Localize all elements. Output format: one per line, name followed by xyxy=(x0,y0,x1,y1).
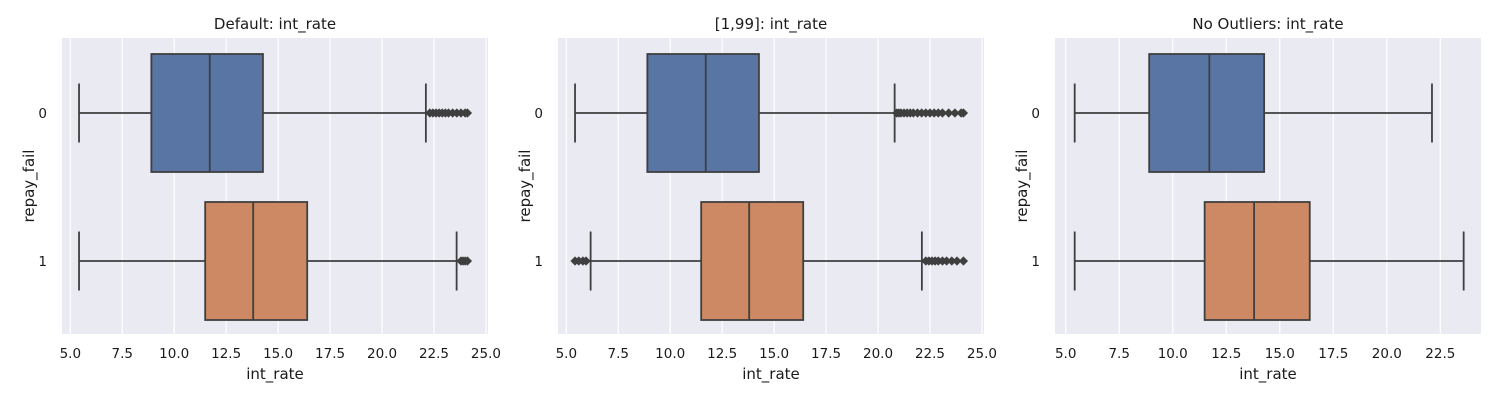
outlier-point xyxy=(952,256,962,266)
x-axis-label: int_rate xyxy=(246,365,304,384)
x-tick-label: 15.0 xyxy=(1265,346,1295,362)
chart-title: No Outliers: int_rate xyxy=(1192,15,1343,34)
x-axis-label: int_rate xyxy=(742,365,800,384)
iqr-box xyxy=(204,201,309,321)
y-axis-label: repay_fail xyxy=(1013,150,1032,223)
x-tick-label: 5.0 xyxy=(1055,346,1076,362)
box-1 xyxy=(570,201,969,321)
box-0 xyxy=(1073,53,1433,173)
x-tick-label: 5.0 xyxy=(60,346,81,362)
y-tick-label: 1 xyxy=(38,254,47,270)
x-tick-label: 25.0 xyxy=(471,346,501,362)
y-tick-label: 0 xyxy=(534,106,543,122)
x-axis-label: int_rate xyxy=(1239,365,1297,384)
outlier-point xyxy=(958,108,969,118)
y-axis-label: repay_fail xyxy=(516,150,535,223)
x-tick-label: 17.5 xyxy=(811,346,841,362)
x-tick-label: 15.0 xyxy=(263,346,293,362)
chart-panel-2: No Outliers: int_rate 5.0 7.5 10.0 12.5 15.0 1… xyxy=(1013,15,1481,384)
x-tick-label: 22.5 xyxy=(419,346,449,362)
outlier-point xyxy=(462,108,473,118)
y-tick-label: 0 xyxy=(38,106,47,122)
y-axis-label: repay_fail xyxy=(20,150,39,223)
x-tick-label: 12.5 xyxy=(1211,346,1241,362)
x-tick-label: 17.5 xyxy=(315,346,345,362)
x-tick-label: 12.5 xyxy=(707,346,737,362)
box-1 xyxy=(78,201,473,321)
chart-title: [1,99]: int_rate xyxy=(715,15,827,34)
x-tick-label: 20.0 xyxy=(1372,346,1402,362)
y-tick-label: 1 xyxy=(534,254,543,270)
box-0 xyxy=(574,53,969,173)
x-tick-label: 25.0 xyxy=(967,346,997,362)
outlier-point xyxy=(958,256,969,266)
x-tick-label: 10.0 xyxy=(1158,346,1188,362)
box-1 xyxy=(1073,201,1465,321)
iqr-box xyxy=(646,53,760,173)
outlier-point xyxy=(462,256,473,266)
x-tick-label: 20.0 xyxy=(863,346,893,362)
x-tick-label: 7.5 xyxy=(608,346,629,362)
outlier-point xyxy=(937,108,948,118)
chart-panel-0: Default: int_rate 5.0 7.5 10.0 12.5 15.0 17.5 2… xyxy=(20,15,501,384)
x-tick-label: 12.5 xyxy=(211,346,241,362)
x-tick-label: 17.5 xyxy=(1318,346,1348,362)
x-tick-label: 10.0 xyxy=(159,346,189,362)
x-tick-label: 20.0 xyxy=(367,346,397,362)
chart-panel-1: [1,99]: int_rate 5.0 7.5 10.0 12.5 15.0 17.5 20… xyxy=(516,15,997,384)
x-tick-label: 22.5 xyxy=(1425,346,1455,362)
y-tick-label: 1 xyxy=(1031,254,1040,270)
x-tick-label: 7.5 xyxy=(112,346,133,362)
x-tick-label: 5.0 xyxy=(556,346,577,362)
box-0 xyxy=(78,53,473,173)
x-tick-label: 15.0 xyxy=(759,346,789,362)
y-tick-label: 0 xyxy=(1031,106,1040,122)
outlier-point xyxy=(950,108,960,118)
outlier-point xyxy=(581,256,591,266)
chart-title: Default: int_rate xyxy=(214,15,336,34)
iqr-box xyxy=(1148,53,1266,173)
iqr-box xyxy=(150,53,264,173)
x-tick-label: 10.0 xyxy=(655,346,685,362)
iqr-box xyxy=(700,201,805,321)
outlier-point xyxy=(944,108,954,118)
iqr-box xyxy=(1203,201,1311,321)
x-tick-label: 22.5 xyxy=(915,346,945,362)
x-tick-label: 7.5 xyxy=(1108,346,1129,362)
